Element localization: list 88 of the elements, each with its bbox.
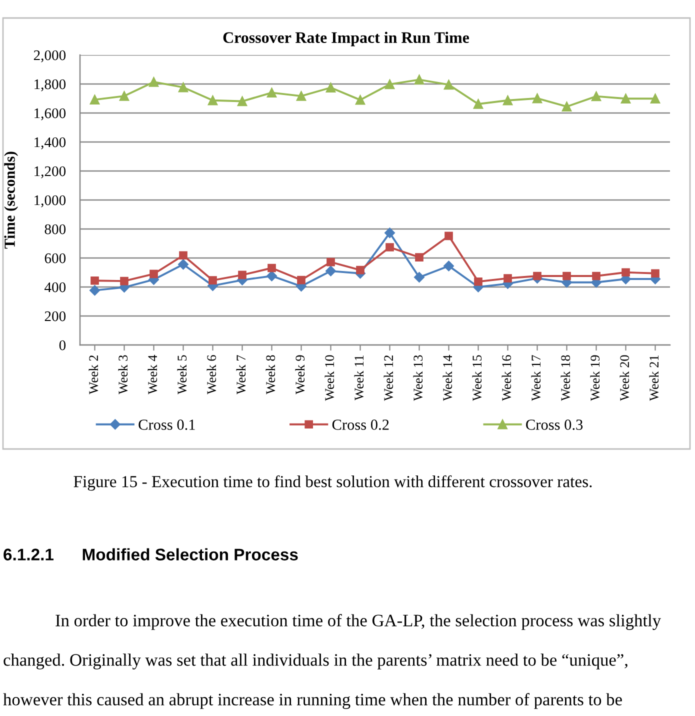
point xyxy=(504,274,512,282)
point xyxy=(444,232,453,240)
point xyxy=(622,268,630,277)
point xyxy=(533,272,542,280)
legend-label: Cross 0.2 xyxy=(332,420,389,430)
y-tick-label: 1,400 xyxy=(34,137,66,150)
x-tick-label: Week 7 xyxy=(236,355,246,394)
point xyxy=(474,277,482,286)
y-tick-label: 1,800 xyxy=(34,79,66,92)
point xyxy=(296,91,306,101)
point xyxy=(150,270,158,278)
point xyxy=(266,88,277,98)
point xyxy=(651,269,660,278)
x-tick-label: Week 3 xyxy=(118,355,128,394)
point xyxy=(90,285,100,296)
point xyxy=(473,99,484,109)
y-tick-label: 400 xyxy=(44,282,66,292)
y-axis-title: Time (seconds) xyxy=(4,152,18,249)
point xyxy=(415,253,424,262)
text: however this caused an abrupt increase in running time when the number of parents to be xyxy=(3,693,622,709)
point xyxy=(90,94,100,105)
x-tick-label: Week 2 xyxy=(88,355,98,394)
x-tick-label: Week 12 xyxy=(384,355,394,401)
x-tick-label: Week 8 xyxy=(266,355,276,394)
y-tick-label: 600 xyxy=(44,253,66,264)
caption: Figure 15 - Execution time to find best solution with different crossover rates. xyxy=(74,475,592,491)
point xyxy=(620,94,631,104)
point xyxy=(591,91,602,102)
point xyxy=(268,264,276,272)
point xyxy=(119,91,130,101)
text: changed. Originally was set that all individuals in the parents’ matrix need to be “unique”, xyxy=(4,654,628,670)
x-tick-label: Week 19 xyxy=(590,355,600,401)
legend-label: Cross 0.1 xyxy=(138,420,195,430)
point xyxy=(297,276,306,284)
point xyxy=(414,74,424,85)
point xyxy=(326,82,336,92)
x-tick-label: Week 9 xyxy=(295,355,305,394)
point xyxy=(502,96,513,106)
x-tick-label: Week 16 xyxy=(502,355,512,401)
point xyxy=(148,77,159,87)
x-tick-label: Week 18 xyxy=(560,355,570,401)
point xyxy=(266,270,277,282)
point xyxy=(356,266,364,274)
point xyxy=(532,93,542,104)
x-tick-label: Week 4 xyxy=(148,354,158,394)
y-tick-label: 1,000 xyxy=(34,195,66,208)
x-tick-label: Week 11 xyxy=(354,356,364,400)
x-tick-label: Week 10 xyxy=(324,355,334,401)
point xyxy=(326,258,335,266)
y-tick-label: 200 xyxy=(44,311,66,322)
point xyxy=(444,80,454,90)
point xyxy=(179,251,188,260)
point xyxy=(90,276,99,285)
point xyxy=(384,228,395,238)
point xyxy=(414,272,424,282)
point xyxy=(444,260,454,272)
x-tick-label: Week 21 xyxy=(649,356,659,401)
y-tick-label: 0 xyxy=(59,340,66,350)
point xyxy=(178,259,188,270)
text: 6.1.2.1 Modified Selection Process xyxy=(4,548,298,560)
point xyxy=(592,272,600,280)
point xyxy=(237,96,248,106)
x-tick-label: Week 6 xyxy=(206,355,216,394)
point xyxy=(208,276,217,284)
point xyxy=(562,272,571,280)
y-tick-label: 2,000 xyxy=(34,50,66,62)
point xyxy=(208,96,218,106)
point xyxy=(120,276,128,286)
x-tick-label: Week 17 xyxy=(531,355,541,401)
point xyxy=(355,95,366,105)
y-tick-label: 1,200 xyxy=(34,166,66,178)
x-tick-label: Week 20 xyxy=(620,355,630,401)
point xyxy=(326,266,336,276)
point xyxy=(178,82,188,92)
x-tick-label: Week 15 xyxy=(472,355,482,401)
point xyxy=(238,270,246,280)
x-tick-label: Week 14 xyxy=(442,354,452,401)
x-tick-label: Week 13 xyxy=(413,355,423,401)
text: In order to improve the execution time of the GA-LP, the selection process was slightly xyxy=(56,614,661,630)
point xyxy=(562,102,572,112)
y-tick-label: 1,600 xyxy=(34,108,66,120)
legend-label: Cross 0.3 xyxy=(526,420,583,430)
chart-title: Crossover Rate Impact in Run Time xyxy=(223,32,470,46)
y-tick-label: 800 xyxy=(44,224,66,234)
point xyxy=(384,79,395,90)
point xyxy=(650,94,660,104)
x-tick-label: Week 5 xyxy=(177,355,187,394)
point xyxy=(386,243,394,252)
